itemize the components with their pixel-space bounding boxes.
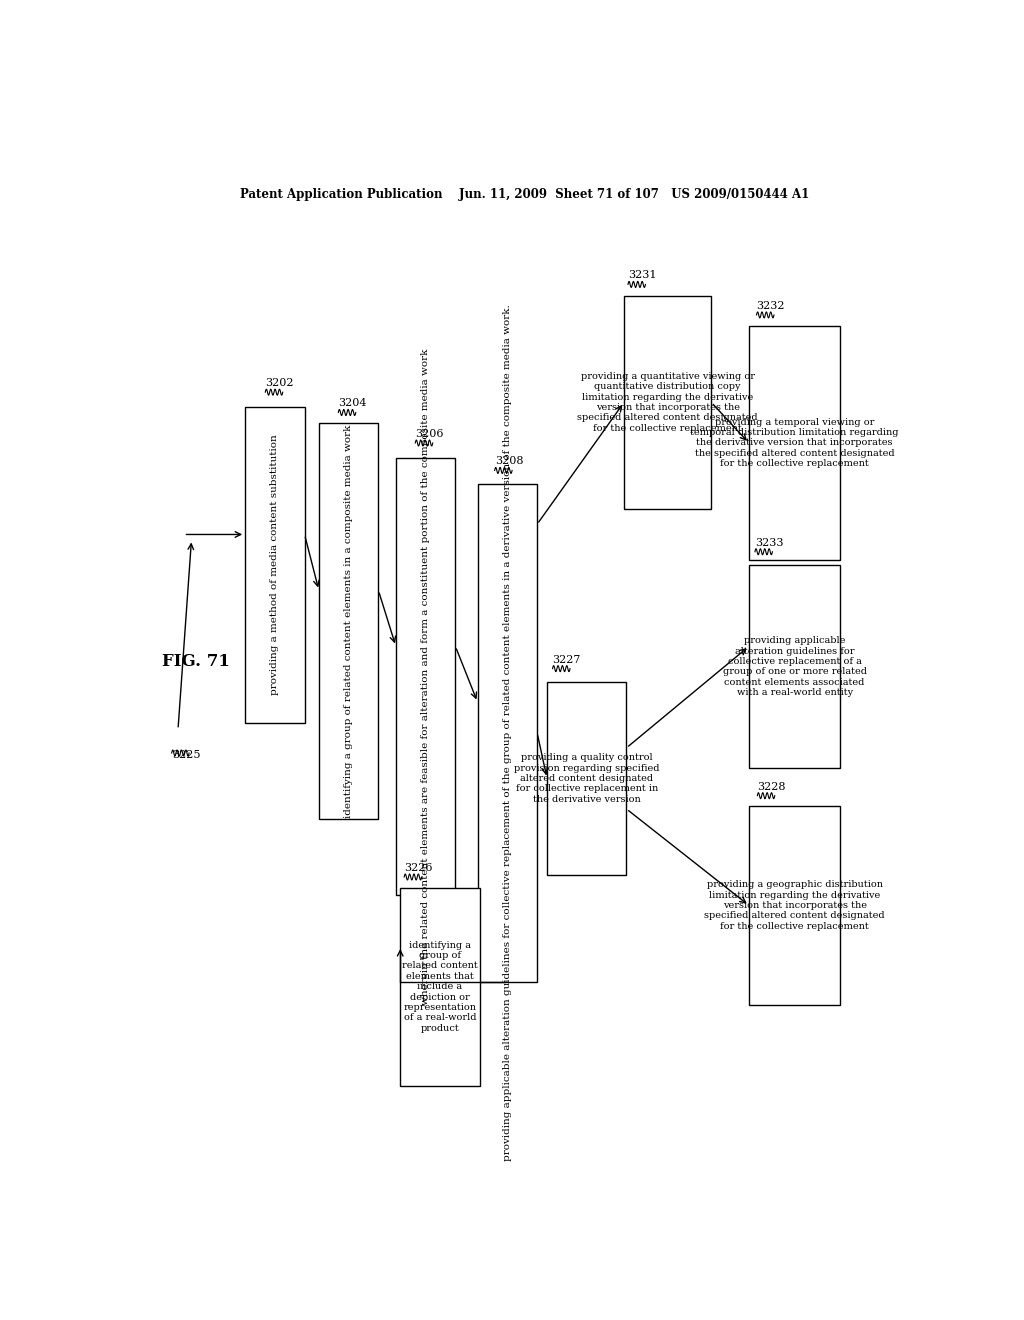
FancyBboxPatch shape (547, 682, 627, 875)
Text: Patent Application Publication    Jun. 11, 2009  Sheet 71 of 107   US 2009/01504: Patent Application Publication Jun. 11, … (241, 189, 809, 202)
Text: 3231: 3231 (628, 271, 656, 280)
Text: providing a quantitative viewing or
quantitative distribution copy
limitation re: providing a quantitative viewing or quan… (578, 372, 758, 433)
FancyBboxPatch shape (477, 483, 538, 982)
Text: 3226: 3226 (404, 863, 433, 873)
FancyBboxPatch shape (396, 458, 456, 895)
Text: identifying a group of related content elements in a composite media work: identifying a group of related content e… (344, 424, 353, 817)
FancyBboxPatch shape (749, 807, 841, 1005)
FancyBboxPatch shape (624, 296, 712, 510)
Text: FIG. 71: FIG. 71 (162, 653, 229, 671)
Text: providing applicable alteration guidelines for collective replacement of the gro: providing applicable alteration guidelin… (503, 305, 512, 1162)
Text: identifying a
group of
related content
elements that
include a
depiction or
repr: identifying a group of related content e… (402, 941, 478, 1032)
Text: 3208: 3208 (495, 457, 523, 466)
FancyBboxPatch shape (749, 565, 841, 768)
Text: providing a method of media content substitution: providing a method of media content subs… (270, 434, 280, 696)
FancyBboxPatch shape (245, 408, 304, 722)
Text: providing a geographic distribution
limitation regarding the derivative
version : providing a geographic distribution limi… (705, 880, 885, 931)
Text: providing applicable
alteration guidelines for
collective replacement of a
group: providing applicable alteration guidelin… (723, 636, 866, 697)
Text: 3206: 3206 (416, 429, 443, 440)
Text: wherein the related content elements are feasible for alteration and form a cons: wherein the related content elements are… (421, 348, 430, 1005)
Text: providing a quality control
provision regarding specified
altered content design: providing a quality control provision re… (514, 754, 659, 804)
Text: 3232: 3232 (757, 301, 785, 312)
Text: 3225: 3225 (172, 750, 200, 760)
FancyBboxPatch shape (318, 422, 379, 818)
Text: 3228: 3228 (758, 781, 785, 792)
FancyBboxPatch shape (749, 326, 841, 560)
Text: providing a temporal viewing or
temporal distribution limitation regarding
the d: providing a temporal viewing or temporal… (690, 417, 899, 469)
Text: 3204: 3204 (338, 399, 367, 408)
Text: 3227: 3227 (553, 655, 581, 664)
FancyBboxPatch shape (400, 887, 479, 1086)
Text: 3202: 3202 (265, 378, 294, 388)
Text: 3233: 3233 (755, 537, 783, 548)
